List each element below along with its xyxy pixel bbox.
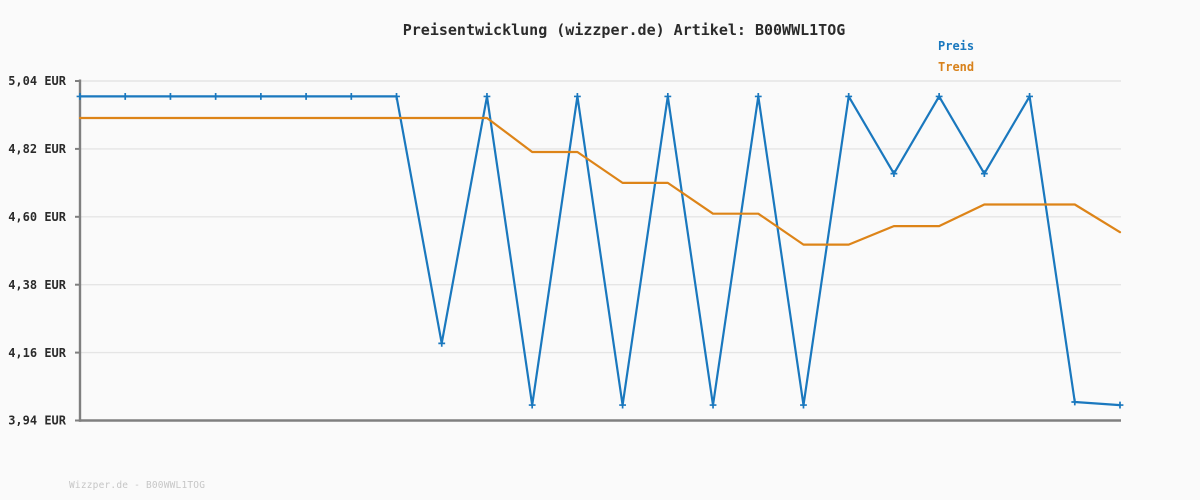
series-preis-markers	[76, 93, 1124, 409]
legend-label-trend: Trend	[938, 60, 975, 74]
axes	[75, 79, 1121, 422]
series-trend-line	[78, 116, 1122, 246]
y-tick-label: 4,38 EUR	[8, 278, 67, 292]
y-tick-label: 3,94 EUR	[8, 414, 67, 428]
series-preis-line	[78, 95, 1122, 407]
y-tick-label: 4,82 EUR	[8, 142, 67, 156]
y-axis-labels: 5,04 EUR 4,82 EUR 4,60 EUR 4,38 EUR 4,16 EUR…	[8, 74, 67, 428]
y-tick-label: 4,60 EUR	[8, 210, 67, 224]
legend-label-preis: Preis	[938, 39, 975, 53]
watermark: Wizzper.de - B00WWL1TOG	[69, 480, 206, 491]
chart-title: Preisentwicklung (wizzper.de) Artikel: B…	[402, 21, 846, 39]
y-tick-label: 5,04 EUR	[8, 74, 67, 88]
y-tick-label: 4,16 EUR	[8, 346, 67, 360]
grid-lines	[80, 80, 1121, 354]
